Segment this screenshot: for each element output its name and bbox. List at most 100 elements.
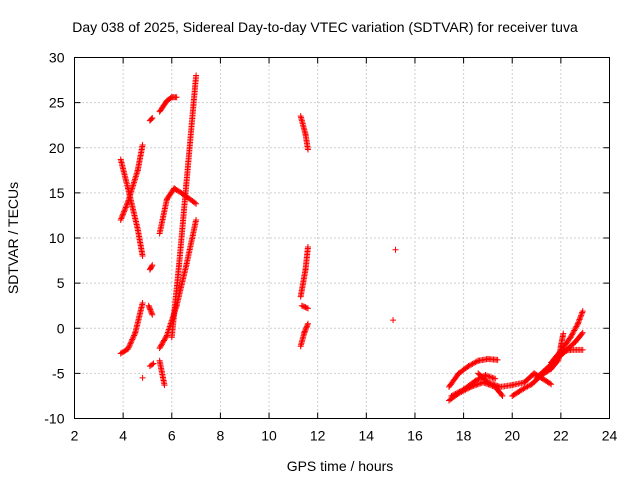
series-arc-c	[117, 299, 146, 357]
data-point	[573, 323, 580, 330]
series-arc-s	[446, 355, 501, 390]
data-point	[301, 329, 308, 336]
data-point	[493, 382, 500, 389]
data-point	[572, 324, 579, 331]
data-point	[571, 327, 578, 334]
data-point	[490, 381, 497, 388]
x-tick-label: 20	[504, 428, 520, 444]
series-arc-p	[298, 302, 311, 312]
data-point	[453, 390, 460, 397]
series-arc-a	[117, 156, 146, 260]
data-point	[483, 372, 490, 379]
data-point	[158, 342, 165, 349]
data-point	[148, 309, 155, 316]
series-arc-o	[297, 244, 311, 300]
series-arc-n	[297, 113, 311, 153]
data-point	[128, 339, 135, 346]
series-arc-z	[557, 346, 586, 355]
data-point	[131, 332, 138, 339]
data-point	[123, 201, 130, 208]
data-point	[161, 336, 168, 343]
data-point	[473, 381, 480, 388]
data-point	[575, 317, 582, 324]
data-point	[575, 319, 582, 326]
data-point	[146, 305, 153, 312]
data-point	[147, 306, 154, 313]
x-axis-label: GPS time / hours	[287, 458, 394, 474]
y-tick-label: 20	[49, 140, 65, 156]
y-tick-label: 5	[57, 275, 65, 291]
data-point	[303, 324, 310, 331]
x-tick-label: 14	[359, 428, 375, 444]
data-point	[147, 307, 154, 314]
data-point	[392, 246, 399, 253]
data-point	[130, 333, 137, 340]
data-point	[162, 334, 169, 341]
x-tick-label: 8	[217, 428, 225, 444]
data-point	[158, 341, 165, 348]
data-point	[548, 381, 555, 388]
data-point	[128, 337, 135, 344]
y-tick-label: 15	[49, 185, 65, 201]
data-point	[191, 199, 198, 206]
data-point	[498, 391, 505, 398]
data-point	[579, 308, 586, 315]
x-tick-label: 6	[168, 428, 176, 444]
x-tick-label: 18	[456, 428, 472, 444]
data-point	[477, 380, 484, 387]
data-point	[149, 311, 156, 318]
data-point	[159, 340, 166, 347]
data-point	[569, 330, 576, 337]
data-point	[484, 379, 491, 386]
data-point	[488, 380, 495, 387]
data-point	[145, 302, 152, 309]
data-point	[576, 316, 583, 323]
data-point	[193, 216, 200, 223]
data-point	[457, 388, 464, 395]
data-point	[577, 313, 584, 320]
data-point	[124, 200, 131, 207]
x-tick-label: 12	[310, 428, 326, 444]
data-point	[149, 262, 156, 269]
series-arc-y	[548, 308, 586, 366]
data-point	[121, 207, 128, 214]
y-tick-label: 30	[49, 50, 65, 66]
data-point	[160, 337, 167, 344]
data-point	[160, 338, 167, 345]
data-point	[485, 373, 492, 380]
data-point	[579, 309, 586, 316]
data-point	[448, 392, 455, 399]
data-point	[574, 320, 581, 327]
data-point	[139, 253, 146, 260]
data-point	[193, 200, 200, 207]
data-point	[494, 382, 501, 389]
data-point	[491, 381, 498, 388]
data-point	[118, 215, 125, 222]
series-arc-q	[297, 320, 311, 350]
data-point	[123, 203, 130, 210]
x-tick-label: 4	[119, 428, 127, 444]
data-point	[451, 391, 458, 398]
data-point	[301, 328, 308, 335]
x-tick-label: 10	[261, 428, 277, 444]
data-point	[452, 390, 459, 397]
data-point	[473, 358, 480, 365]
data-point	[126, 343, 133, 350]
data-point	[126, 341, 133, 348]
data-point	[304, 244, 311, 251]
data-point	[304, 305, 311, 312]
data-point	[122, 205, 129, 212]
data-point	[131, 331, 138, 338]
data-point	[456, 388, 463, 395]
data-point	[578, 330, 585, 337]
y-tick-label: 10	[49, 230, 65, 246]
series-arc-b	[117, 142, 146, 223]
series-arc-w	[509, 330, 567, 399]
series-arc-f	[145, 302, 156, 318]
data-point	[390, 317, 397, 324]
data-point	[139, 299, 146, 306]
data-point	[120, 210, 127, 217]
series-arc-h	[139, 374, 146, 381]
data-point	[119, 212, 126, 219]
